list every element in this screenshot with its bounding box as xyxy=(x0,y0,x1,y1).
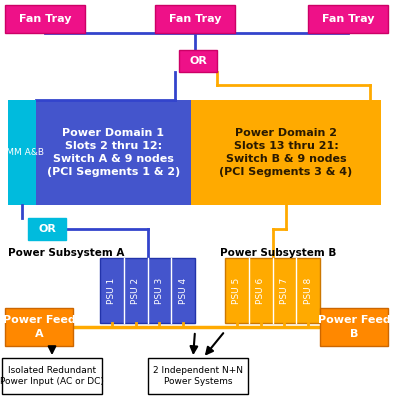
Text: Power Domain 1
Slots 2 thru 12:
Switch A & 9 nodes
(PCI Segments 1 & 2): Power Domain 1 Slots 2 thru 12: Switch A… xyxy=(47,128,180,177)
Text: Power Subsystem A: Power Subsystem A xyxy=(8,248,124,258)
Bar xyxy=(2,358,102,394)
Text: Power Domain 2
Slots 13 thru 21:
Switch B & 9 nodes
(PCI Segments 3 & 4): Power Domain 2 Slots 13 thru 21: Switch … xyxy=(219,128,353,177)
Text: OR: OR xyxy=(38,224,56,234)
Text: PSU 1: PSU 1 xyxy=(107,277,116,304)
Bar xyxy=(225,258,320,323)
Bar xyxy=(155,5,235,33)
Text: Fan Tray: Fan Tray xyxy=(19,14,71,24)
Text: Isolated Redundant
Power Input (AC or DC): Isolated Redundant Power Input (AC or DC… xyxy=(0,366,104,386)
Text: 2 Independent N+N
Power Systems: 2 Independent N+N Power Systems xyxy=(153,366,243,386)
Bar xyxy=(148,358,248,394)
Text: Fan Tray: Fan Tray xyxy=(169,14,221,24)
Bar xyxy=(5,5,85,33)
Bar xyxy=(28,218,66,240)
Text: PSU 6: PSU 6 xyxy=(256,277,265,304)
Text: PSU 5: PSU 5 xyxy=(232,277,241,304)
Text: PSU 3: PSU 3 xyxy=(155,277,164,304)
Text: OR: OR xyxy=(189,56,207,66)
Text: Power Subsystem B: Power Subsystem B xyxy=(220,248,336,258)
Bar xyxy=(179,50,217,72)
Bar xyxy=(100,258,195,323)
Text: Fan Tray: Fan Tray xyxy=(322,14,374,24)
Bar xyxy=(308,5,388,33)
Bar xyxy=(191,100,381,205)
Text: PSU 2: PSU 2 xyxy=(131,278,140,304)
Text: CMM A&B: CMM A&B xyxy=(0,148,44,157)
Bar xyxy=(8,100,36,205)
Text: PSU 4: PSU 4 xyxy=(179,278,187,304)
Bar xyxy=(36,100,191,205)
Text: Power Feed
A: Power Feed A xyxy=(3,315,75,338)
Text: PSU 7: PSU 7 xyxy=(280,277,289,304)
Bar xyxy=(320,308,388,346)
Text: PSU 8: PSU 8 xyxy=(304,277,312,304)
Text: Power Feed
B: Power Feed B xyxy=(318,315,390,338)
Bar xyxy=(5,308,73,346)
